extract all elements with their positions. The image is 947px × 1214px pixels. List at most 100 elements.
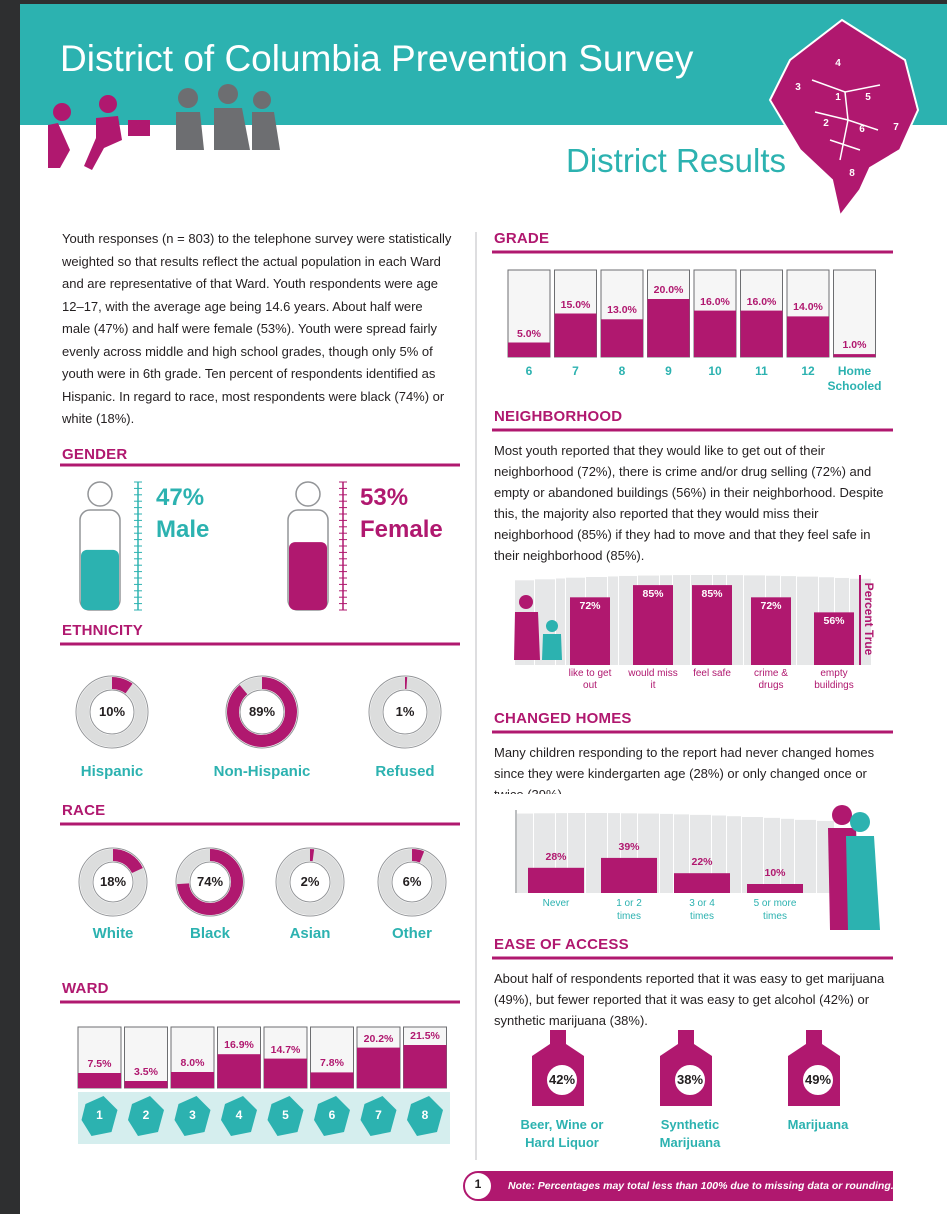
donut-inner: [92, 861, 134, 903]
skyline-building: [556, 813, 567, 893]
donut-outline: [368, 675, 442, 749]
bar: [78, 1073, 121, 1088]
bar-value: 1.0%: [842, 339, 867, 352]
badge-value: 38%: [676, 1072, 704, 1087]
bar: [171, 1072, 214, 1088]
bar: [357, 1047, 400, 1088]
donut-outline: [75, 675, 149, 749]
ward-number: 5: [282, 1108, 289, 1122]
map-ward-number: 3: [795, 82, 801, 93]
person-icon-part: [546, 620, 558, 632]
dc-map: [768, 18, 920, 219]
skyline-building: [727, 816, 741, 893]
section-title: RACE: [62, 802, 106, 819]
ward-number: 4: [235, 1108, 243, 1122]
bar-value: 13.0%: [607, 304, 637, 317]
figure-head: [295, 481, 321, 507]
section-title: WARD: [62, 980, 109, 997]
gender-value: 47%: [156, 484, 205, 511]
bar: [601, 857, 657, 893]
bar-category: like to get out: [568, 668, 612, 691]
grade-category: Home Schooled: [827, 364, 882, 393]
bar-value: 14.7%: [270, 1043, 301, 1056]
bar-frame: [833, 269, 876, 358]
footer-band: [478, 1171, 893, 1201]
donut-value: 89%: [248, 704, 276, 719]
bar-value: 28%: [545, 850, 567, 863]
ward-shape: [81, 1096, 118, 1136]
bar-category: 3 or 4 times: [689, 898, 715, 922]
ward-shape: [221, 1096, 257, 1136]
ward-number: 2: [142, 1108, 150, 1122]
changed-homes-text: Many children responding to the report h…: [494, 745, 875, 794]
donut-arc: [411, 849, 425, 863]
bar-category: Never: [542, 898, 570, 909]
bar: [403, 1045, 447, 1088]
bar-value: 85%: [642, 588, 664, 601]
donut-arc: [177, 849, 243, 915]
bar-value: 7.8%: [320, 1057, 344, 1070]
section-title: GENDER: [62, 446, 128, 463]
map-ward-number: 7: [893, 122, 899, 133]
section-title: GRADE: [494, 230, 550, 247]
bar: [508, 342, 550, 357]
bar: [692, 585, 732, 665]
donut-value: 18%: [99, 874, 127, 889]
figure-head: [87, 481, 113, 507]
ward-shape: [174, 1096, 211, 1136]
donut-value: 74%: [196, 874, 224, 889]
ward-shape: [267, 1096, 304, 1136]
donut-arc: [111, 677, 133, 694]
ward-shape: [407, 1096, 443, 1136]
value-badge: [673, 1063, 707, 1097]
donut-arc: [112, 849, 143, 874]
bar-value: 3.5%: [134, 1066, 158, 1078]
skyline-building: [660, 813, 673, 893]
page-subtitle: District Results: [566, 142, 787, 179]
ward-shape: [314, 1096, 350, 1136]
map-ward-number: 1: [835, 92, 841, 103]
bar-value: 72%: [579, 600, 601, 613]
bar-value: 21.5%: [410, 1030, 440, 1042]
bar: [601, 319, 643, 357]
intro-text: Youth responses (n = 803) to the telepho…: [62, 231, 452, 426]
ward-number: 8: [421, 1108, 429, 1122]
donut-category: White: [92, 925, 134, 942]
neighborhood-text: Most youth reported that they would like…: [494, 443, 884, 563]
page-number: 1: [474, 1177, 482, 1191]
donut-inner: [89, 689, 135, 735]
donut-outline: [78, 847, 148, 917]
bar: [310, 1072, 354, 1088]
bar: [570, 597, 610, 665]
bar-value: 8.0%: [180, 1057, 205, 1069]
bar-value: 10%: [764, 867, 786, 879]
gender-category: Male: [156, 516, 210, 543]
donut-value: 1%: [395, 704, 415, 719]
bar-value: 14.0%: [793, 301, 823, 314]
axis-label: Percent True: [862, 582, 876, 656]
figure-fill: [289, 542, 327, 610]
figure-fill: [81, 549, 119, 610]
bar-category: crime & drugs: [754, 668, 788, 691]
grade-category: 11: [755, 364, 768, 378]
ward-number: 7: [375, 1108, 382, 1122]
skyline-building: [795, 819, 816, 893]
bar: [694, 310, 736, 357]
donut-outline: [275, 847, 345, 917]
ward-number: 1: [96, 1108, 103, 1122]
map-ward-number: 6: [859, 124, 865, 135]
section-title: ETHNICITY: [62, 622, 143, 639]
skyline-building: [608, 576, 618, 665]
footer-note: Note: Percentages may total less than 10…: [508, 1180, 894, 1192]
person-icon-part: [519, 595, 533, 609]
skyline-building: [619, 575, 637, 665]
grade-category: 8: [618, 364, 626, 378]
donut-category: Non-Hispanic: [213, 763, 311, 780]
bar-value: 15.0%: [560, 298, 591, 311]
bar-value: 72%: [760, 600, 782, 613]
bar-category: empty buildings: [814, 668, 854, 691]
bar-category: 5 or more times: [753, 898, 797, 922]
gender-value: 53%: [360, 484, 409, 511]
ease-category: Synthetic Marijuana: [659, 1117, 721, 1150]
